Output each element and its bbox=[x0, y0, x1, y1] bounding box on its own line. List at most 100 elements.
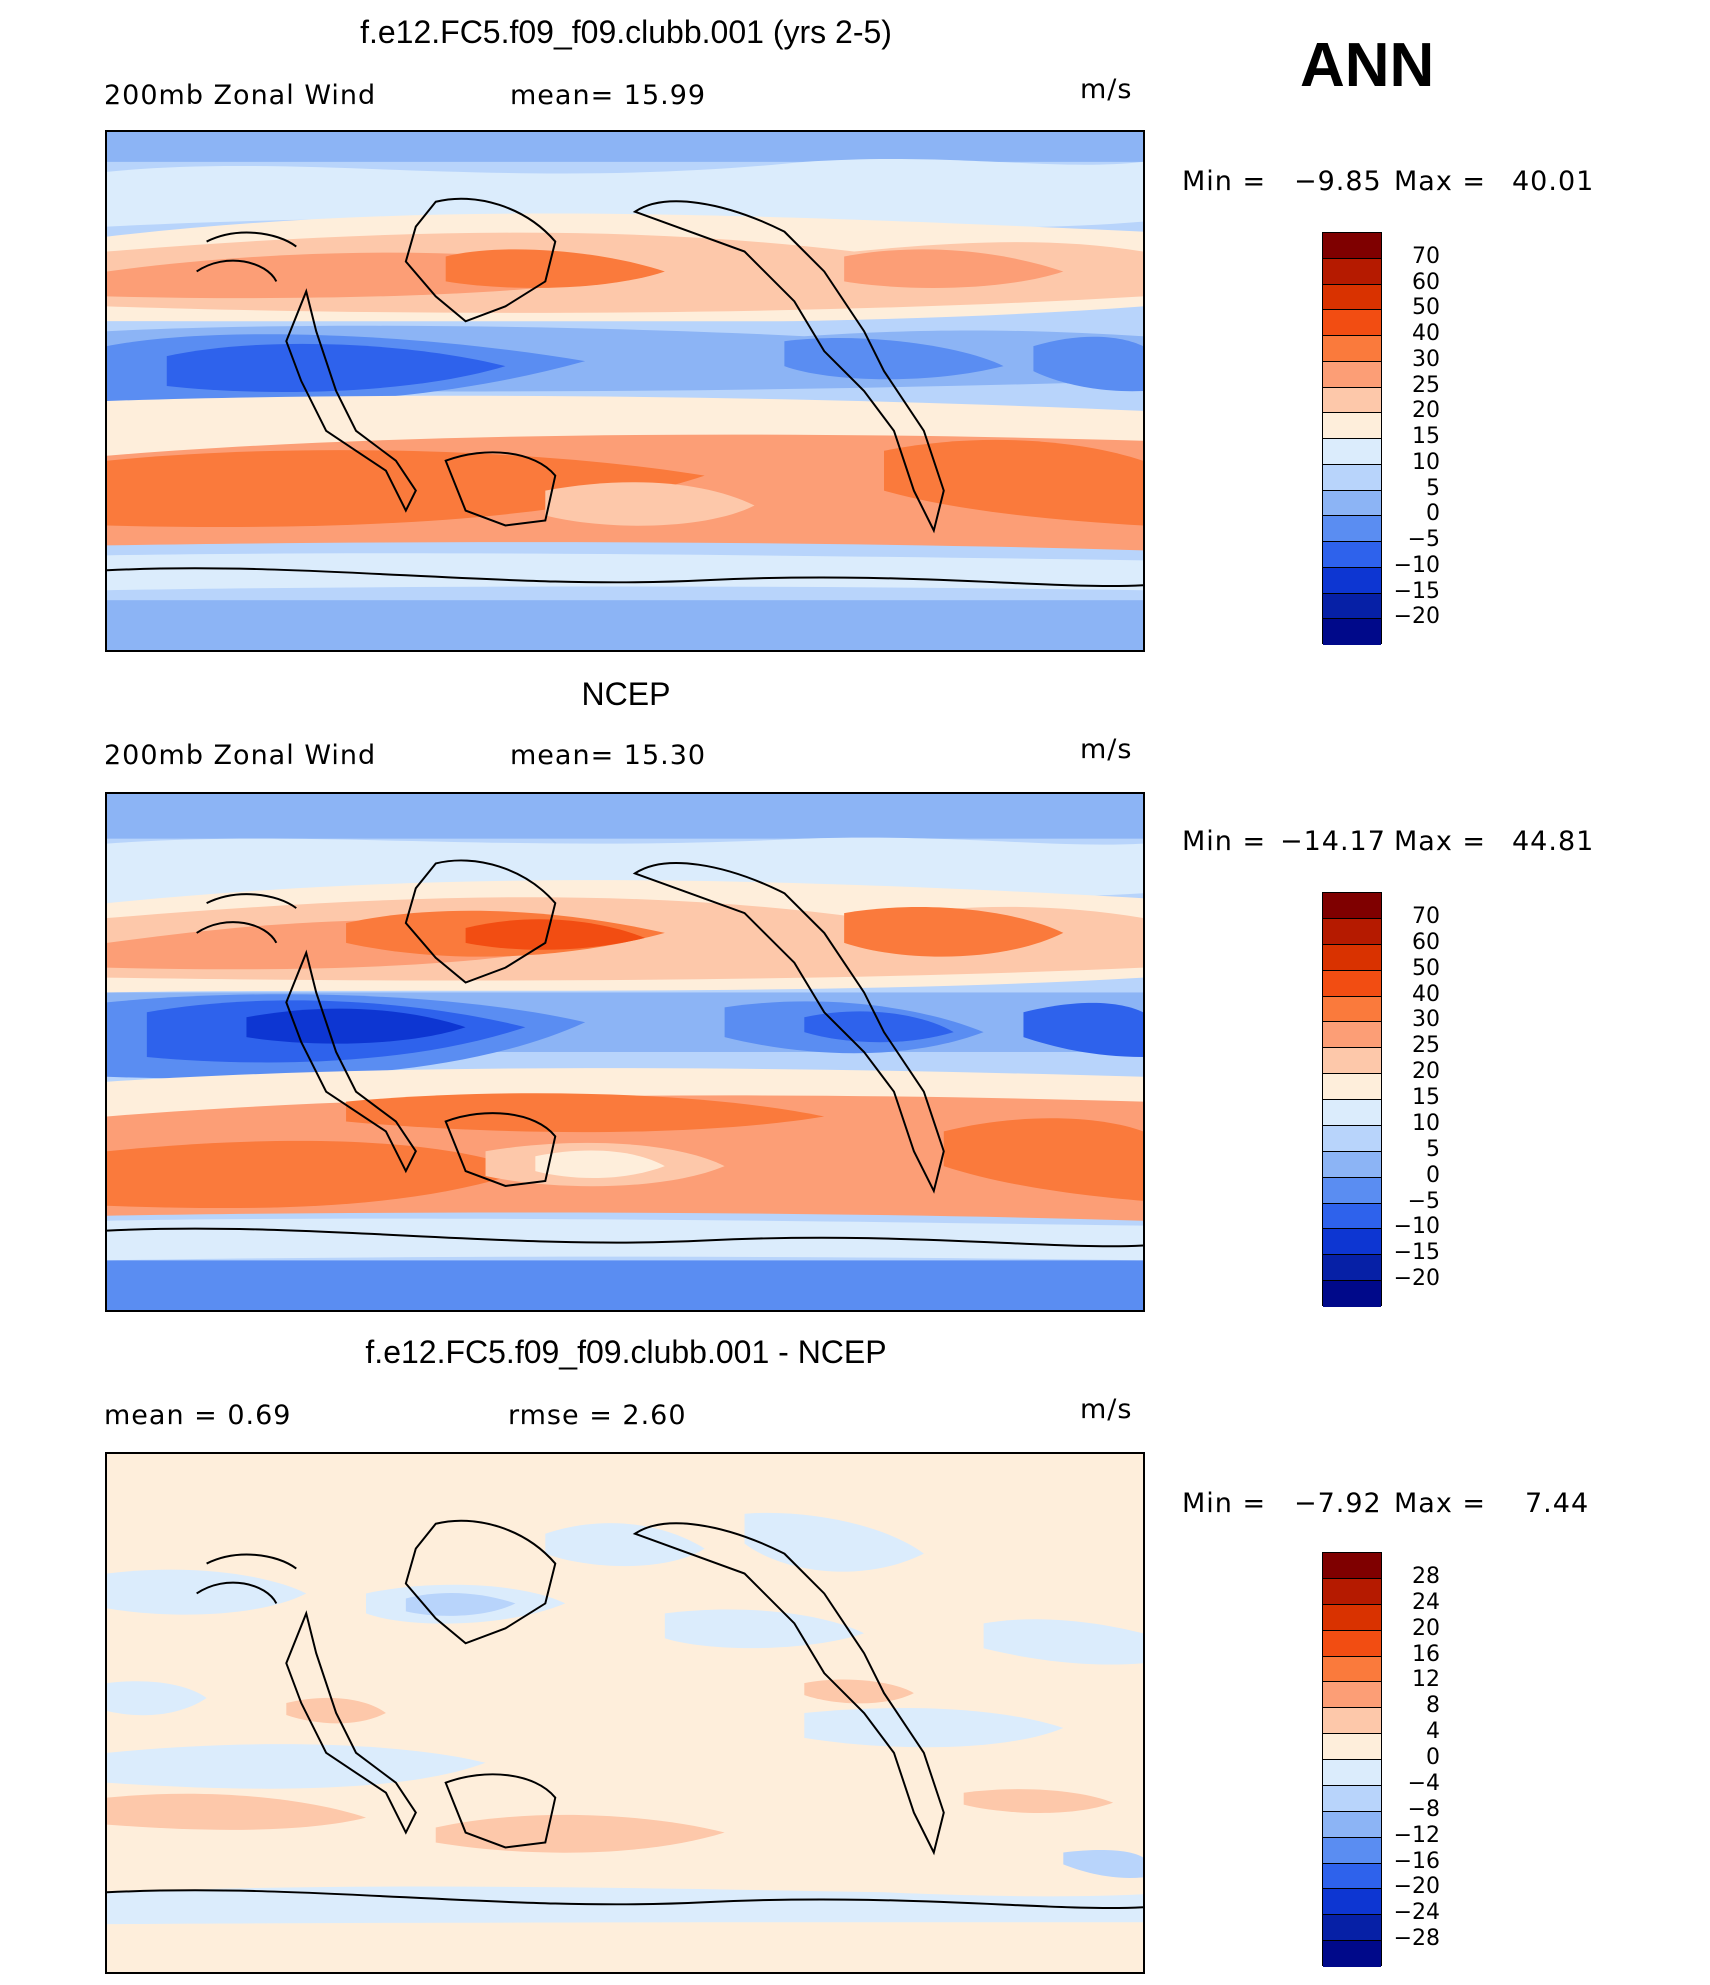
colorbar-tick-label: 12 bbox=[1412, 1667, 1440, 1693]
colorbar-tick-label: 30 bbox=[1412, 346, 1440, 372]
colorbar-segment bbox=[1323, 1941, 1381, 1967]
panel-1-min-label: Min = bbox=[1182, 166, 1267, 197]
colorbar-segment bbox=[1323, 1203, 1381, 1230]
panel-2-title: NCEP bbox=[581, 676, 671, 712]
panel-2-min-value: −14.17 bbox=[1280, 826, 1386, 857]
colorbar-tick-label: 20 bbox=[1412, 1059, 1440, 1085]
colorbar-tick-label: 40 bbox=[1412, 321, 1440, 346]
colorbar-segment bbox=[1323, 1837, 1381, 1864]
colorbar-segment bbox=[1323, 387, 1381, 414]
colorbar-segment bbox=[1323, 1553, 1381, 1579]
colorbar-tick-label: 25 bbox=[1412, 372, 1440, 398]
panel-3-max-value: 7.44 bbox=[1525, 1488, 1590, 1519]
colorbar-segment bbox=[1323, 310, 1381, 336]
season-label: ANN bbox=[1300, 31, 1435, 100]
panel-3-colorbar bbox=[1322, 1552, 1382, 1967]
panel-2-contour-field bbox=[107, 794, 1143, 1310]
colorbar-tick-label: −10 bbox=[1393, 552, 1440, 578]
colorbar-segment bbox=[1323, 918, 1381, 945]
colorbar-tick-label: 0 bbox=[1426, 1745, 1440, 1770]
colorbar-tick-label: −15 bbox=[1393, 1240, 1440, 1266]
colorbar-tick-label: −4 bbox=[1407, 1770, 1440, 1796]
colorbar-tick-label: 30 bbox=[1412, 1007, 1440, 1033]
panel-3-map bbox=[105, 1452, 1145, 1974]
colorbar-segment bbox=[1323, 233, 1381, 259]
panel-1-units: m/s bbox=[1080, 74, 1133, 105]
colorbar-tick-label: −28 bbox=[1393, 1926, 1440, 1952]
panel-2-mean: mean= 15.30 bbox=[510, 740, 707, 771]
colorbar-tick-label: −24 bbox=[1393, 1900, 1440, 1926]
colorbar-tick-label: −20 bbox=[1393, 604, 1440, 630]
panel-2-map bbox=[105, 792, 1145, 1312]
colorbar-tick-label: 28 bbox=[1412, 1563, 1440, 1589]
colorbar-segment bbox=[1323, 1100, 1381, 1126]
panel-1-min-value: −9.85 bbox=[1294, 166, 1382, 197]
panel-1-left-text: 200mb Zonal Wind bbox=[104, 80, 377, 111]
panel-3-title: f.e12.FC5.f09_f09.clubb.001 - NCEP bbox=[365, 1334, 887, 1370]
panel-1-map bbox=[105, 130, 1145, 652]
colorbar-segment bbox=[1323, 336, 1381, 362]
colorbar-segment bbox=[1323, 1915, 1381, 1942]
panel-1-colorbar bbox=[1322, 232, 1382, 645]
colorbar-tick-label: 4 bbox=[1426, 1719, 1440, 1745]
colorbar-tick-label: 16 bbox=[1412, 1641, 1440, 1667]
colorbar-tick-label: 40 bbox=[1412, 981, 1440, 1007]
panel-3-mean: mean = 0.69 bbox=[104, 1400, 292, 1431]
panel-2-max-value: 44.81 bbox=[1512, 826, 1595, 857]
colorbar-segment bbox=[1323, 1151, 1381, 1178]
colorbar-tick-label: 70 bbox=[1412, 243, 1440, 269]
colorbar-tick-label: 0 bbox=[1426, 501, 1440, 527]
colorbar-segment bbox=[1323, 361, 1381, 388]
panel-2-max-label: Max = bbox=[1394, 826, 1487, 857]
panel-1-mean: mean= 15.99 bbox=[510, 80, 707, 111]
colorbar-tick-label: 25 bbox=[1412, 1033, 1440, 1059]
colorbar-segment bbox=[1323, 439, 1381, 465]
colorbar-segment bbox=[1323, 593, 1381, 620]
colorbar-tick-label: 50 bbox=[1412, 295, 1440, 321]
panel-3-min-value: −7.92 bbox=[1294, 1488, 1382, 1519]
panel-3-units: m/s bbox=[1080, 1394, 1133, 1425]
colorbar-segment bbox=[1323, 1630, 1381, 1657]
panel-2-min-label: Min = bbox=[1182, 826, 1267, 857]
colorbar-segment bbox=[1323, 996, 1381, 1023]
colorbar-segment bbox=[1323, 1048, 1381, 1075]
colorbar-segment bbox=[1323, 1177, 1381, 1204]
colorbar-tick-label: −5 bbox=[1407, 527, 1440, 552]
colorbar-segment bbox=[1323, 1229, 1381, 1256]
colorbar-segment bbox=[1323, 258, 1381, 285]
panel-1-max-value: 40.01 bbox=[1512, 166, 1595, 197]
colorbar-segment bbox=[1323, 1578, 1381, 1605]
colorbar-tick-label: 10 bbox=[1412, 449, 1440, 475]
panel-3-max-label: Max = bbox=[1394, 1488, 1487, 1519]
colorbar-segment bbox=[1323, 619, 1381, 645]
colorbar-segment bbox=[1323, 1734, 1381, 1760]
colorbar-tick-label: 70 bbox=[1412, 903, 1440, 929]
colorbar-tick-label: 20 bbox=[1412, 398, 1440, 424]
colorbar-segment bbox=[1323, 1785, 1381, 1812]
colorbar-segment bbox=[1323, 1656, 1381, 1683]
colorbar-segment bbox=[1323, 1604, 1381, 1631]
panel-1-contour-field bbox=[107, 132, 1143, 650]
colorbar-segment bbox=[1323, 970, 1381, 997]
colorbar-tick-label: −20 bbox=[1393, 1266, 1440, 1292]
colorbar-segment bbox=[1323, 413, 1381, 439]
colorbar-segment bbox=[1323, 1708, 1381, 1735]
panel-2-colorbar bbox=[1322, 892, 1382, 1307]
panel-1-max-label: Max = bbox=[1394, 166, 1487, 197]
colorbar-segment bbox=[1323, 1255, 1381, 1282]
colorbar-segment bbox=[1323, 1682, 1381, 1709]
colorbar-segment bbox=[1323, 490, 1381, 517]
colorbar-tick-label: −12 bbox=[1393, 1822, 1440, 1848]
colorbar-segment bbox=[1323, 284, 1381, 311]
colorbar-segment bbox=[1323, 1125, 1381, 1152]
colorbar-tick-label: −16 bbox=[1393, 1848, 1440, 1874]
colorbar-tick-label: −20 bbox=[1393, 1874, 1440, 1900]
colorbar-segment bbox=[1323, 464, 1381, 491]
colorbar-segment bbox=[1323, 944, 1381, 971]
colorbar-segment bbox=[1323, 893, 1381, 919]
colorbar-segment bbox=[1323, 1863, 1381, 1890]
colorbar-segment bbox=[1323, 542, 1381, 568]
colorbar-tick-label: −8 bbox=[1407, 1796, 1440, 1822]
colorbar-segment bbox=[1323, 516, 1381, 542]
colorbar-segment bbox=[1323, 1811, 1381, 1838]
